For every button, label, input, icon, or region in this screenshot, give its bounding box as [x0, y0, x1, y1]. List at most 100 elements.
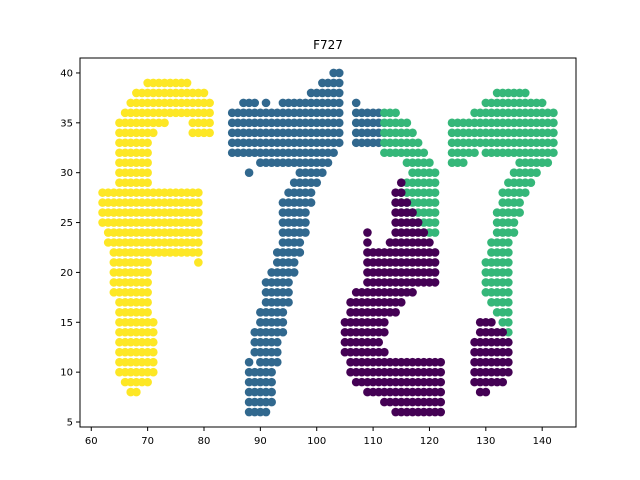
data-point: [250, 98, 260, 108]
data-point: [504, 367, 513, 377]
data-point: [334, 118, 344, 128]
data-point: [504, 278, 513, 287]
plot-points: [98, 68, 558, 417]
data-point: [148, 347, 158, 357]
data-point: [205, 98, 214, 108]
data-point: [413, 138, 423, 148]
data-point: [334, 78, 344, 88]
y-tick-label: 15: [60, 318, 73, 329]
data-point: [334, 98, 344, 108]
data-point: [194, 238, 203, 247]
data-point: [267, 377, 276, 387]
data-point: [278, 327, 288, 337]
data-point: [284, 278, 293, 287]
data-point: [549, 108, 558, 118]
data-point: [148, 327, 158, 337]
data-point: [334, 108, 344, 118]
data-point: [143, 268, 152, 277]
data-point: [504, 298, 513, 307]
data-point: [436, 367, 446, 377]
x-tick-label: 110: [364, 436, 383, 447]
data-point: [520, 88, 530, 98]
data-point: [549, 128, 558, 138]
data-point: [430, 258, 440, 267]
data-point: [402, 198, 412, 207]
data-point: [430, 178, 440, 187]
data-point: [380, 317, 389, 327]
data-point: [498, 377, 508, 387]
x-tick-label: 90: [254, 436, 267, 447]
data-point: [267, 387, 276, 397]
x-tick-label: 60: [85, 436, 98, 447]
data-point: [515, 198, 524, 207]
data-point: [380, 327, 389, 337]
data-point: [205, 128, 214, 138]
data-point: [419, 148, 429, 158]
data-point: [148, 317, 158, 327]
data-point: [205, 108, 214, 118]
data-point: [509, 228, 519, 237]
data-point: [436, 357, 446, 367]
data-point: [504, 248, 513, 257]
data-point: [143, 308, 152, 317]
data-point: [132, 387, 141, 397]
data-point: [402, 118, 412, 128]
data-point: [143, 158, 152, 168]
data-point: [537, 98, 547, 108]
data-point: [470, 148, 479, 158]
data-point: [334, 68, 344, 78]
data-point: [244, 357, 254, 367]
data-point: [549, 118, 558, 128]
point-series-3: [340, 178, 513, 417]
data-point: [143, 168, 152, 177]
x-axis: 60 70 80 90 100 110 120 130 140: [85, 427, 552, 447]
data-point: [408, 208, 417, 217]
data-point: [396, 178, 406, 187]
data-point: [160, 118, 169, 128]
data-point: [199, 88, 209, 98]
y-tick-label: 10: [60, 368, 73, 379]
data-point: [143, 298, 152, 307]
chart-title: F727: [313, 38, 343, 52]
data-point: [408, 128, 417, 138]
data-point: [430, 208, 440, 217]
data-point: [436, 397, 446, 407]
data-point: [549, 138, 558, 148]
data-point: [143, 178, 152, 187]
data-point: [351, 98, 361, 108]
x-tick-label: 70: [141, 436, 154, 447]
data-point: [509, 218, 519, 227]
data-point: [430, 218, 440, 227]
data-point: [295, 248, 305, 257]
data-point: [301, 208, 310, 217]
data-point: [520, 188, 530, 197]
data-point: [143, 148, 152, 158]
data-point: [408, 288, 417, 297]
data-point: [334, 88, 344, 98]
y-tick-label: 25: [60, 218, 73, 229]
data-point: [272, 337, 282, 347]
data-point: [549, 148, 558, 158]
point-series-0: [98, 78, 214, 397]
data-point: [323, 158, 333, 168]
data-point: [148, 367, 158, 377]
y-tick-label: 30: [60, 168, 73, 179]
data-point: [504, 288, 513, 297]
data-point: [458, 158, 468, 168]
plot-frame: [79, 57, 577, 428]
y-tick-label: 20: [60, 268, 73, 279]
data-point: [295, 238, 305, 247]
data-point: [436, 407, 446, 417]
data-point: [504, 347, 513, 357]
data-point: [425, 238, 434, 247]
x-tick-label: 100: [307, 436, 326, 447]
data-point: [532, 168, 541, 177]
data-point: [143, 138, 152, 148]
data-point: [143, 288, 152, 297]
data-point: [504, 238, 513, 247]
data-point: [148, 337, 158, 347]
data-point: [318, 168, 327, 177]
data-point: [543, 158, 553, 168]
data-point: [363, 228, 372, 237]
data-point: [334, 138, 344, 148]
